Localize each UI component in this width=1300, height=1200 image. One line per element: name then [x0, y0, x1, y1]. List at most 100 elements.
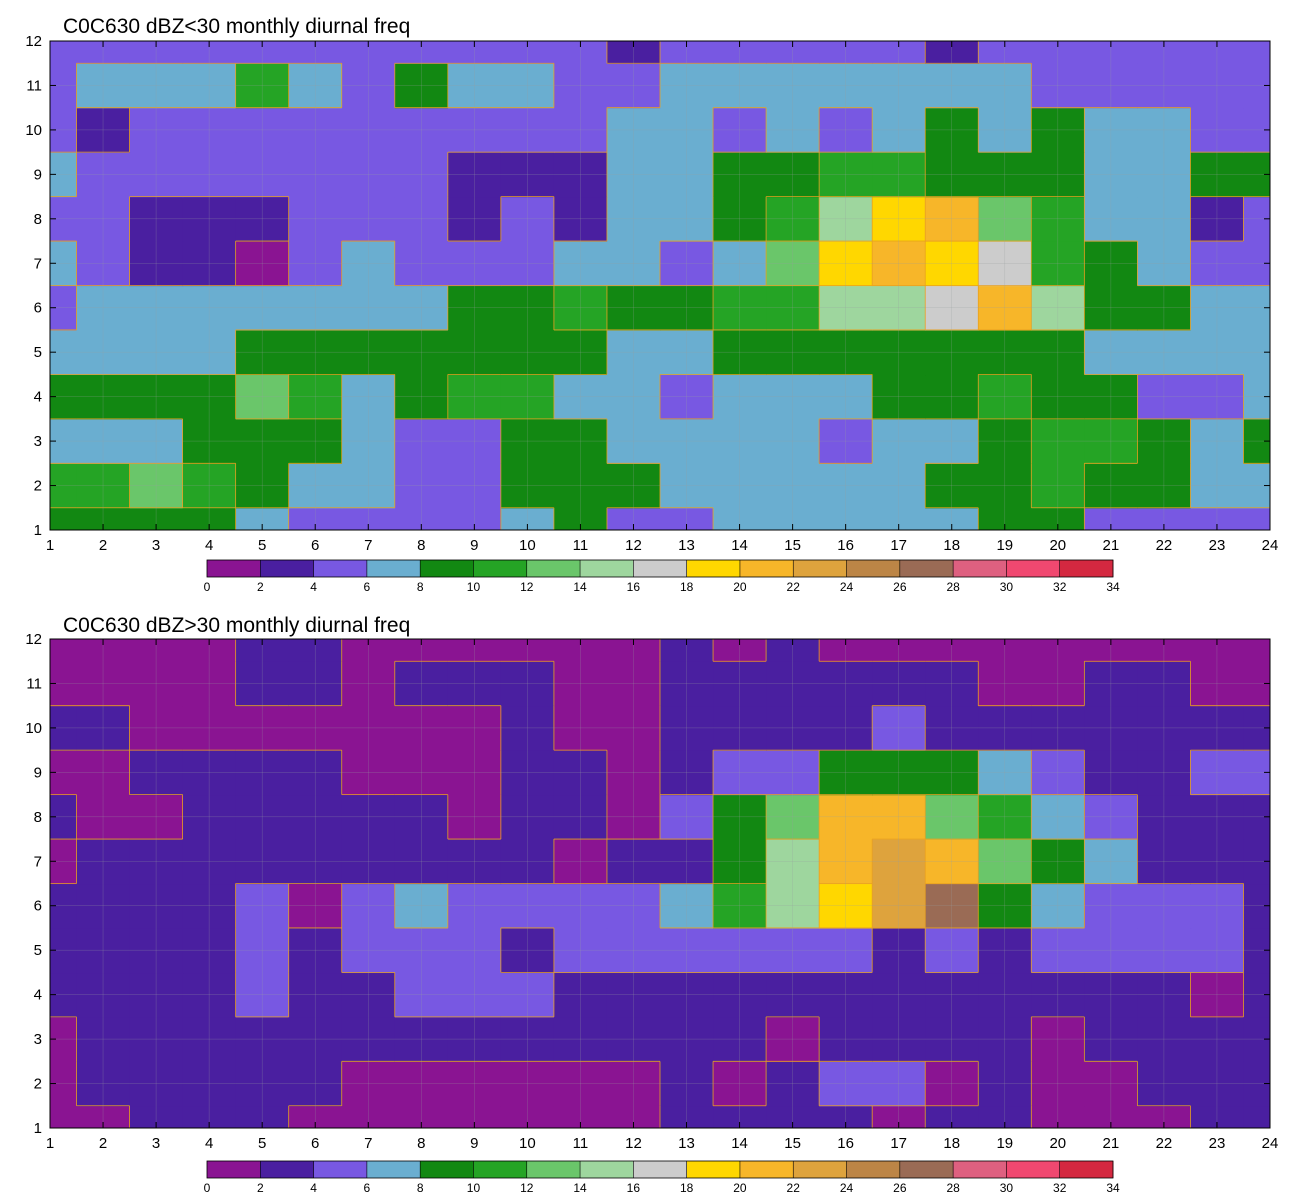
field-cell: [1031, 507, 1085, 530]
x-tick-label: 4: [205, 537, 213, 554]
field-cell: [500, 794, 555, 840]
field-cell: [1190, 107, 1245, 153]
field-cell: [76, 196, 131, 242]
field-cell: [76, 1016, 131, 1062]
field-cell: [182, 839, 237, 885]
field-cell: [394, 705, 449, 751]
field-cell: [1031, 639, 1085, 662]
colorbar-swatch: [313, 1161, 368, 1178]
field-cell: [76, 972, 131, 1018]
field-cell: [872, 639, 926, 662]
field-cell: [925, 839, 979, 885]
colorbar-tick-label: 26: [893, 1181, 907, 1195]
field-cell: [235, 507, 290, 530]
field-cell: [1137, 839, 1192, 885]
plot-frame: [49, 638, 1271, 1129]
field-cell: [500, 329, 555, 376]
field-cell: [129, 196, 184, 242]
field-cell: [341, 241, 396, 287]
field-cell: [288, 107, 343, 153]
field-cell: [182, 1061, 237, 1107]
field-cell: [978, 839, 1032, 885]
field-cell: [288, 1061, 343, 1107]
field-cell: [341, 41, 396, 64]
field-cell: [606, 639, 661, 662]
field-cell: [1137, 463, 1192, 509]
x-tick-label: 7: [364, 537, 372, 554]
field-cell: [129, 883, 184, 929]
colorbar-tick-label: 16: [627, 1181, 641, 1195]
field-cell: [766, 241, 820, 287]
field-cell: [394, 839, 449, 885]
field-cell: [660, 329, 714, 376]
field-cell: [182, 1105, 237, 1128]
y-tick-label: 11: [26, 77, 42, 94]
field-cell: [713, 463, 767, 509]
field-cell: [129, 374, 184, 420]
field-cell: [606, 329, 661, 376]
field-cell: [129, 63, 184, 109]
x-tick-label: 1: [46, 537, 54, 554]
colorbar-swatch: [953, 1161, 1007, 1178]
field-cell: [235, 750, 290, 796]
field-cell: [500, 418, 555, 464]
field-cell: [819, 196, 873, 242]
field-cell: [978, 1016, 1032, 1062]
x-tick-label: 4: [205, 1135, 213, 1152]
field-cell: [872, 927, 926, 974]
field-cell: [819, 750, 873, 796]
field-cell: [341, 705, 396, 751]
field-cell: [819, 41, 873, 64]
colorbar-tick-label: 30: [1000, 1181, 1014, 1195]
colorbar-tick-label: 18: [680, 580, 694, 594]
field-cell: [1137, 661, 1192, 707]
x-tick-label: 18: [943, 1135, 960, 1152]
field-cell: [872, 507, 926, 530]
field-cell: [925, 1016, 979, 1062]
field-cell: [553, 152, 608, 198]
field-cell: [766, 41, 820, 64]
field-cell: [182, 152, 237, 198]
field-cell: [235, 196, 290, 242]
field-cell: [500, 705, 555, 751]
y-tick-label: 3: [34, 1031, 42, 1048]
field-cell: [341, 463, 396, 509]
panel-title: C0C630 dBZ>30 monthly diurnal freq: [63, 614, 410, 637]
field-cell: [978, 639, 1032, 662]
field-cell: [713, 839, 767, 885]
field-cell: [766, 63, 820, 109]
field-cell: [235, 63, 290, 109]
field-cell: [288, 839, 343, 885]
colorbar-swatch: [366, 1161, 421, 1178]
x-tick-label: 6: [311, 537, 319, 554]
x-tick-label: 16: [837, 1135, 854, 1152]
y-tick-label: 11: [26, 675, 42, 692]
field-cell: [1137, 285, 1192, 331]
colorbar-swatch: [686, 560, 741, 577]
field-cell: [606, 794, 661, 840]
colorbar-tick-label: 2: [257, 580, 264, 594]
field-cell: [660, 374, 714, 420]
field-cell: [447, 972, 502, 1018]
field-cell: [341, 1105, 396, 1128]
field-cell: [500, 1105, 555, 1128]
field-cell: [713, 63, 767, 109]
field-cell: [447, 639, 502, 662]
field-cell: [182, 374, 237, 420]
field-cell: [288, 705, 343, 751]
field-cell: [819, 507, 873, 530]
field-cell: [341, 639, 396, 662]
colorbar-swatch: [1006, 560, 1061, 577]
field-cell: [553, 639, 608, 662]
field-cell: [447, 883, 502, 929]
x-tick-label: 10: [519, 1135, 536, 1152]
field-cell: [819, 883, 873, 929]
colorbar-frame: [206, 1160, 1114, 1179]
field-cell: [235, 839, 290, 885]
field-cell: [394, 1016, 449, 1062]
field-cell: [553, 285, 608, 331]
colorbar-tick-label: 4: [310, 1181, 317, 1195]
field-cell: [872, 374, 926, 420]
colorbar-tick-label: 2: [257, 1181, 264, 1195]
x-tick-label: 6: [311, 1135, 319, 1152]
